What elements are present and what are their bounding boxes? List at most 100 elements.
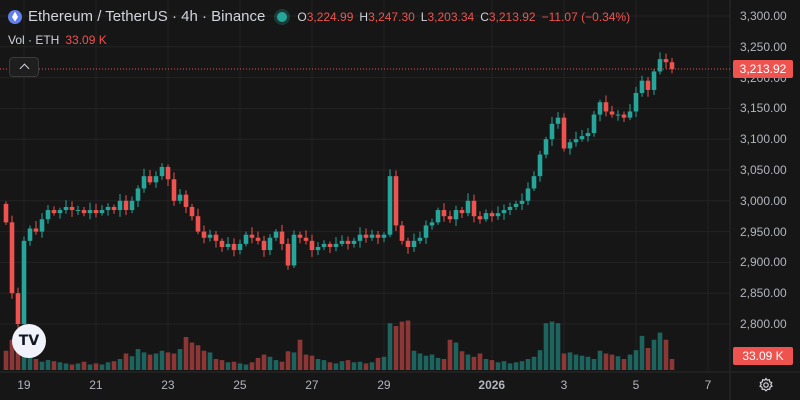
candle-body: [285, 243, 291, 266]
close-value: 3,213.92: [488, 9, 536, 24]
candle-body: [207, 234, 213, 238]
candle-body: [27, 228, 33, 241]
price-tick-label: 2,800.00: [740, 317, 787, 331]
candle-body: [69, 206, 75, 211]
volume-bar: [165, 352, 171, 370]
candle-body: [39, 219, 45, 232]
candle-body: [633, 93, 639, 112]
volume-bar: [147, 354, 153, 370]
volume-bar: [177, 349, 183, 370]
candle-body: [9, 222, 15, 294]
volume-bar: [519, 361, 525, 370]
candle-body: [597, 102, 603, 115]
volume-bar: [219, 360, 225, 370]
volume-bar: [663, 339, 669, 370]
tradingview-logo[interactable]: TV: [12, 324, 46, 358]
candle-body: [525, 188, 531, 201]
volume-bar: [141, 352, 147, 370]
candle-body: [171, 179, 177, 201]
volume-legend[interactable]: Vol · ETH 33.09 K: [8, 33, 107, 47]
low-label: L: [420, 9, 428, 24]
volume-bar: [429, 354, 435, 370]
volume-bar: [471, 356, 477, 370]
volume-bar: [225, 362, 231, 370]
candle-body: [33, 228, 39, 232]
candle-body: [663, 59, 669, 63]
candle-body: [357, 234, 363, 241]
candle-body: [423, 225, 429, 238]
volume-bar: [129, 356, 135, 370]
candle-body: [195, 216, 201, 232]
volume-bar: [339, 361, 345, 370]
candle-body: [405, 240, 411, 247]
volume-bar: [237, 363, 243, 370]
volume-value: 33.09 K: [65, 33, 107, 47]
volume-bar: [459, 351, 465, 370]
candle-body: [147, 176, 153, 183]
volume-bar: [465, 354, 471, 370]
collapse-legend-button[interactable]: [9, 57, 39, 77]
candle-body: [129, 200, 135, 211]
volume-bar: [213, 359, 219, 370]
candle-body: [165, 166, 171, 180]
volume-bar: [201, 350, 207, 370]
volume-bar: [345, 360, 351, 370]
volume-bar: [363, 363, 369, 370]
time-tick-label: 2026: [478, 378, 506, 392]
candle-body: [255, 237, 261, 241]
volume-bar: [63, 363, 69, 370]
volume-bar: [669, 359, 675, 370]
candle-body: [135, 188, 141, 201]
time-tick-label: 21: [89, 378, 103, 392]
candle-body: [411, 240, 417, 247]
volume-bar: [369, 362, 375, 370]
volume-bar: [513, 362, 519, 370]
volume-bar: [111, 361, 117, 370]
volume-bar: [135, 349, 141, 370]
candle-body: [345, 240, 351, 244]
candle-body: [351, 240, 357, 244]
volume-bar: [315, 359, 321, 370]
candle-body: [261, 240, 267, 251]
price-tick-label: 3,150.00: [740, 101, 787, 116]
candle-body: [585, 133, 591, 137]
volume-bar: [387, 323, 393, 370]
volume-bar: [291, 352, 297, 370]
price-tick-label: 2,950.00: [740, 224, 787, 239]
volume-bar: [285, 351, 291, 370]
volume-bar: [555, 323, 561, 370]
volume-bar: [195, 345, 201, 370]
candle-body: [531, 176, 537, 189]
candle-body: [453, 210, 459, 220]
volume-bar: [273, 360, 279, 370]
candle-body: [309, 240, 315, 251]
logo-text: TV: [18, 333, 40, 349]
volume-bar: [333, 363, 339, 370]
volume-bar: [591, 359, 597, 370]
volume-bar: [639, 335, 645, 370]
candle-body: [219, 240, 225, 247]
time-tick-label: 29: [377, 378, 391, 392]
candle-body: [519, 200, 525, 204]
candle-body: [159, 166, 165, 177]
candle-body: [477, 216, 483, 220]
volume-bar: [381, 356, 387, 370]
candle-body: [117, 200, 123, 211]
volume-bar: [249, 362, 255, 370]
candle-body: [375, 234, 381, 238]
candle-body: [87, 210, 93, 214]
candle-body: [393, 176, 399, 226]
volume-bar: [495, 362, 501, 370]
candle-body: [273, 231, 279, 238]
candle-body: [513, 203, 519, 207]
volume-bar: [321, 360, 327, 370]
candle-body: [537, 154, 543, 177]
volume-bar: [75, 363, 81, 370]
gear-icon[interactable]: [758, 377, 774, 393]
symbol-title[interactable]: Ethereum / TetherUS · 4h · Binance: [28, 8, 266, 25]
volume-bar: [231, 361, 237, 370]
volume-bar: [45, 360, 51, 370]
candle-body: [435, 210, 441, 223]
